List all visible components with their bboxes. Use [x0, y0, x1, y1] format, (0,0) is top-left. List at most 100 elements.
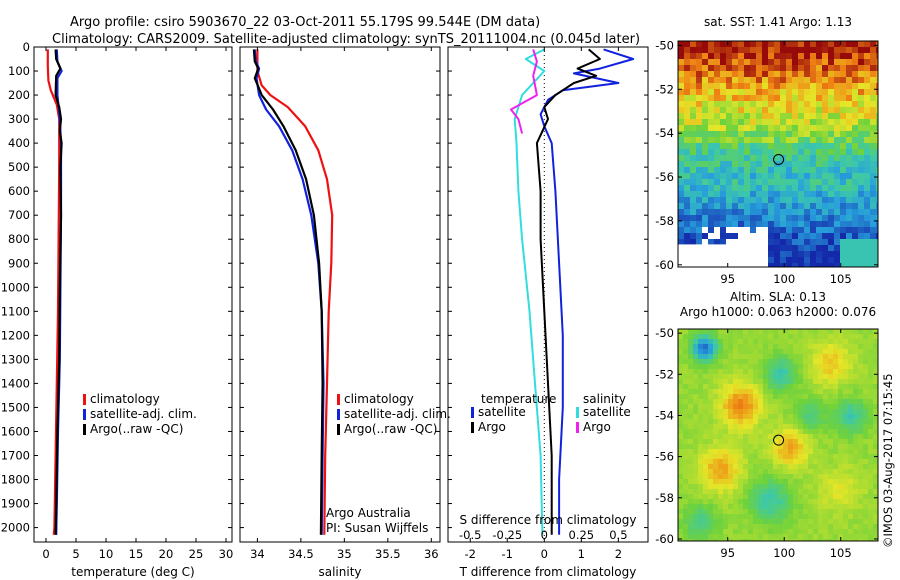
sla-cell [678, 359, 683, 364]
sla-cell [808, 499, 813, 504]
sst-cell [708, 137, 714, 143]
sla-cell [818, 539, 823, 541]
sst-cell [786, 161, 792, 167]
sst-cell [750, 125, 756, 131]
sla-cell [703, 459, 708, 464]
sst-cell [762, 59, 768, 65]
sla-cell [808, 514, 813, 519]
sla-cell [713, 379, 718, 384]
sla-cell [708, 354, 713, 359]
sla-cell [698, 354, 703, 359]
sla-cell [833, 484, 838, 489]
sst-cell [852, 59, 858, 65]
sla-cell [858, 444, 863, 449]
sst-cell [696, 95, 702, 101]
salinity-satellite-adj-line [253, 49, 325, 535]
sst-cell [840, 197, 846, 203]
sla-cell [733, 469, 738, 474]
sla-cell [848, 509, 853, 514]
sla-cell [863, 424, 868, 429]
sst-cell [756, 239, 762, 245]
sla-cell [678, 524, 683, 529]
sst-cell [714, 113, 720, 119]
sla-cell [818, 444, 823, 449]
sst-cell [810, 167, 816, 173]
sla-cell [708, 379, 713, 384]
sla-cell [743, 454, 748, 459]
sla-cell [723, 354, 728, 359]
sst-cell [684, 185, 690, 191]
sla-cell [723, 509, 728, 514]
sla-cell [818, 409, 823, 414]
sla-cell [798, 364, 803, 369]
sla-cell [808, 349, 813, 354]
map-ytick-label: -50 [655, 38, 674, 52]
sla-cell [798, 359, 803, 364]
sla-cell [843, 429, 848, 434]
sla-cell [798, 404, 803, 409]
sst-cell [864, 125, 870, 131]
sla-cell [688, 434, 693, 439]
sst-cell [744, 89, 750, 95]
sla-cell [818, 514, 823, 519]
sst-cell [684, 77, 690, 83]
sla-cell [848, 404, 853, 409]
sst-cell [684, 95, 690, 101]
sla-cell [693, 489, 698, 494]
sst-cell [786, 227, 792, 233]
sla-cell [768, 504, 773, 509]
sla-cell [833, 509, 838, 514]
sla-cell [793, 529, 798, 534]
sla-cell [733, 409, 738, 414]
sst-cell [738, 185, 744, 191]
sla-cell [853, 524, 858, 529]
sst-cell [732, 227, 738, 233]
sst-cell [744, 203, 750, 209]
sla-cell [743, 339, 748, 344]
sla-cell [788, 394, 793, 399]
sla-cell [858, 524, 863, 529]
sst-cell [822, 77, 828, 83]
sst-cell [810, 239, 816, 245]
sst-cell [756, 185, 762, 191]
sst-cell [846, 179, 852, 185]
sst-cell [864, 173, 870, 179]
sla-cell [823, 534, 828, 539]
sla-cell [848, 414, 853, 419]
sst-cell [828, 95, 834, 101]
sla-cell [813, 489, 818, 494]
sst-cell [780, 143, 786, 149]
sst-cell [858, 209, 864, 215]
sst-cell [858, 83, 864, 89]
sla-cell [798, 484, 803, 489]
sla-cell [723, 479, 728, 484]
sst-cell [756, 215, 762, 221]
sla-cell [688, 464, 693, 469]
sst-cell [774, 239, 780, 245]
sst-cell [714, 215, 720, 221]
sla-cell [843, 444, 848, 449]
sla-cell [803, 354, 808, 359]
sst-cell [738, 239, 744, 245]
sst-cell [828, 125, 834, 131]
sla-cell [718, 364, 723, 369]
sla-cell [858, 519, 863, 524]
sla-cell [763, 474, 768, 479]
sla-cell [683, 384, 688, 389]
sst-cell [702, 53, 708, 59]
sla-cell [683, 484, 688, 489]
sst-cell [720, 155, 726, 161]
sst-cell [834, 71, 840, 77]
sst-cell [738, 47, 744, 53]
sla-cell [713, 474, 718, 479]
sst-cell [684, 203, 690, 209]
sst-cell [780, 47, 786, 53]
sla-cell [808, 414, 813, 419]
sla-cell [758, 489, 763, 494]
sla-cell [778, 354, 783, 359]
sla-cell [678, 504, 683, 509]
sla-cell [738, 434, 743, 439]
sla-cell [738, 444, 743, 449]
sst-cell [774, 125, 780, 131]
sla-cell [833, 499, 838, 504]
